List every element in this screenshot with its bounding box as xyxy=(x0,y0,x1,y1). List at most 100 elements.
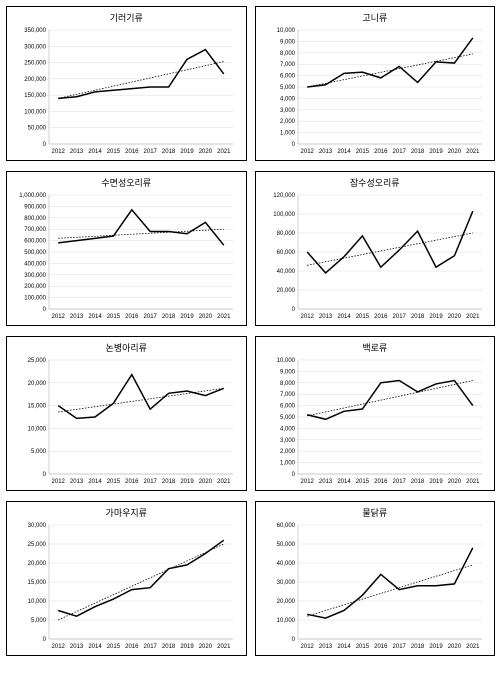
y-tick-label: 150,000 xyxy=(24,93,46,99)
chart-title: 기러기류 xyxy=(11,11,242,24)
y-tick-label: 0 xyxy=(291,307,295,313)
x-tick-label: 2012 xyxy=(300,644,314,650)
y-tick-label: 7,000 xyxy=(279,62,295,68)
chart-panel: 고니류01,0002,0003,0004,0005,0006,0007,0008… xyxy=(255,6,496,161)
y-tick-label: 10,000 xyxy=(276,358,295,364)
x-tick-label: 2017 xyxy=(144,644,158,650)
chart-svg: 01,0002,0003,0004,0005,0006,0007,0008,00… xyxy=(260,26,488,158)
x-tick-label: 2019 xyxy=(180,644,194,650)
x-tick-label: 2020 xyxy=(199,644,213,650)
y-tick-label: 200,000 xyxy=(24,77,46,83)
y-tick-label: 10,000 xyxy=(28,426,47,432)
y-tick-label: 5,000 xyxy=(279,85,295,91)
y-tick-label: 4,000 xyxy=(279,426,295,432)
y-tick-label: 40,000 xyxy=(276,561,295,567)
x-tick-label: 2020 xyxy=(447,149,461,155)
y-tick-label: 0 xyxy=(291,472,295,478)
chart-svg: 0100,000200,000300,000400,000500,000600,… xyxy=(11,191,239,323)
x-tick-label: 2019 xyxy=(180,149,194,155)
x-tick-label: 2018 xyxy=(162,149,176,155)
y-tick-label: 900,000 xyxy=(24,204,46,210)
x-tick-label: 2013 xyxy=(70,149,84,155)
y-tick-label: 2,000 xyxy=(279,119,295,125)
x-tick-label: 2012 xyxy=(52,644,66,650)
x-tick-label: 2016 xyxy=(125,479,139,485)
x-tick-label: 2013 xyxy=(318,149,332,155)
x-tick-label: 2015 xyxy=(355,149,369,155)
data-series-line xyxy=(307,548,473,618)
y-tick-label: 300,000 xyxy=(24,273,46,279)
x-tick-label: 2018 xyxy=(410,479,424,485)
x-tick-label: 2012 xyxy=(300,314,314,320)
y-tick-label: 350,000 xyxy=(24,28,46,34)
y-tick-label: 9,000 xyxy=(279,369,295,375)
chart-plot-area: 020,00040,00060,00080,000100,000120,0002… xyxy=(260,191,491,323)
x-tick-label: 2021 xyxy=(217,149,231,155)
data-series-line xyxy=(307,38,473,87)
x-tick-label: 2013 xyxy=(70,644,84,650)
x-tick-label: 2021 xyxy=(466,149,480,155)
y-tick-label: 50,000 xyxy=(276,542,295,548)
y-tick-label: 8,000 xyxy=(279,381,295,387)
chart-panel: 백로류01,0002,0003,0004,0005,0006,0007,0008… xyxy=(255,336,496,491)
x-tick-label: 2016 xyxy=(374,314,388,320)
chart-panel: 논병아리류05,00010,00015,00020,00025,00020122… xyxy=(6,336,247,491)
x-tick-label: 2019 xyxy=(429,644,443,650)
chart-panel: 가마우지류05,00010,00015,00020,00025,00030,00… xyxy=(6,501,247,656)
y-tick-label: 5,000 xyxy=(279,415,295,421)
x-tick-label: 2018 xyxy=(162,644,176,650)
x-tick-label: 2013 xyxy=(318,314,332,320)
x-tick-label: 2017 xyxy=(144,314,158,320)
y-tick-label: 50,000 xyxy=(28,126,47,132)
x-tick-label: 2014 xyxy=(88,149,102,155)
trend-line xyxy=(58,229,224,238)
y-tick-label: 800,000 xyxy=(24,216,46,222)
y-tick-label: 15,000 xyxy=(28,404,47,410)
y-tick-label: 8,000 xyxy=(279,51,295,57)
x-tick-label: 2012 xyxy=(52,479,66,485)
y-tick-label: 10,000 xyxy=(276,28,295,34)
x-tick-label: 2021 xyxy=(466,644,480,650)
chart-svg: 05,00010,00015,00020,00025,0002012201320… xyxy=(11,356,239,488)
data-series-line xyxy=(58,375,224,419)
x-tick-label: 2019 xyxy=(429,149,443,155)
x-tick-label: 2015 xyxy=(107,479,121,485)
chart-plot-area: 010,00020,00030,00040,00050,00060,000201… xyxy=(260,521,491,653)
y-tick-label: 3,000 xyxy=(279,108,295,114)
chart-title: 잠수성오리류 xyxy=(260,176,491,189)
x-tick-label: 2013 xyxy=(70,314,84,320)
y-tick-label: 4,000 xyxy=(279,96,295,102)
x-tick-label: 2020 xyxy=(199,479,213,485)
chart-title: 논병아리류 xyxy=(11,341,242,354)
x-tick-label: 2021 xyxy=(217,314,231,320)
chart-plot-area: 01,0002,0003,0004,0005,0006,0007,0008,00… xyxy=(260,356,491,488)
data-series-line xyxy=(58,210,224,245)
x-tick-label: 2015 xyxy=(355,644,369,650)
x-tick-label: 2021 xyxy=(466,314,480,320)
x-tick-label: 2017 xyxy=(144,479,158,485)
trend-line xyxy=(307,565,473,616)
y-tick-label: 1,000,000 xyxy=(19,193,46,199)
x-tick-label: 2014 xyxy=(88,479,102,485)
x-tick-label: 2015 xyxy=(355,479,369,485)
x-tick-label: 2017 xyxy=(392,479,406,485)
x-tick-label: 2015 xyxy=(107,149,121,155)
x-tick-label: 2017 xyxy=(392,314,406,320)
x-tick-label: 2018 xyxy=(162,479,176,485)
y-tick-label: 0 xyxy=(291,142,295,148)
x-tick-label: 2019 xyxy=(180,314,194,320)
x-tick-label: 2014 xyxy=(337,479,351,485)
x-tick-label: 2014 xyxy=(88,314,102,320)
y-tick-label: 100,000 xyxy=(24,109,46,115)
data-series-line xyxy=(307,381,473,420)
y-tick-label: 100,000 xyxy=(24,296,46,302)
x-tick-label: 2020 xyxy=(447,314,461,320)
y-tick-label: 7,000 xyxy=(279,392,295,398)
chart-svg: 050,000100,000150,000200,000250,000300,0… xyxy=(11,26,239,158)
x-tick-label: 2018 xyxy=(410,314,424,320)
y-tick-label: 40,000 xyxy=(276,269,295,275)
x-tick-label: 2021 xyxy=(217,644,231,650)
chart-svg: 020,00040,00060,00080,000100,000120,0002… xyxy=(260,191,488,323)
chart-panel: 잠수성오리류020,00040,00060,00080,000100,00012… xyxy=(255,171,496,326)
chart-plot-area: 0100,000200,000300,000400,000500,000600,… xyxy=(11,191,242,323)
